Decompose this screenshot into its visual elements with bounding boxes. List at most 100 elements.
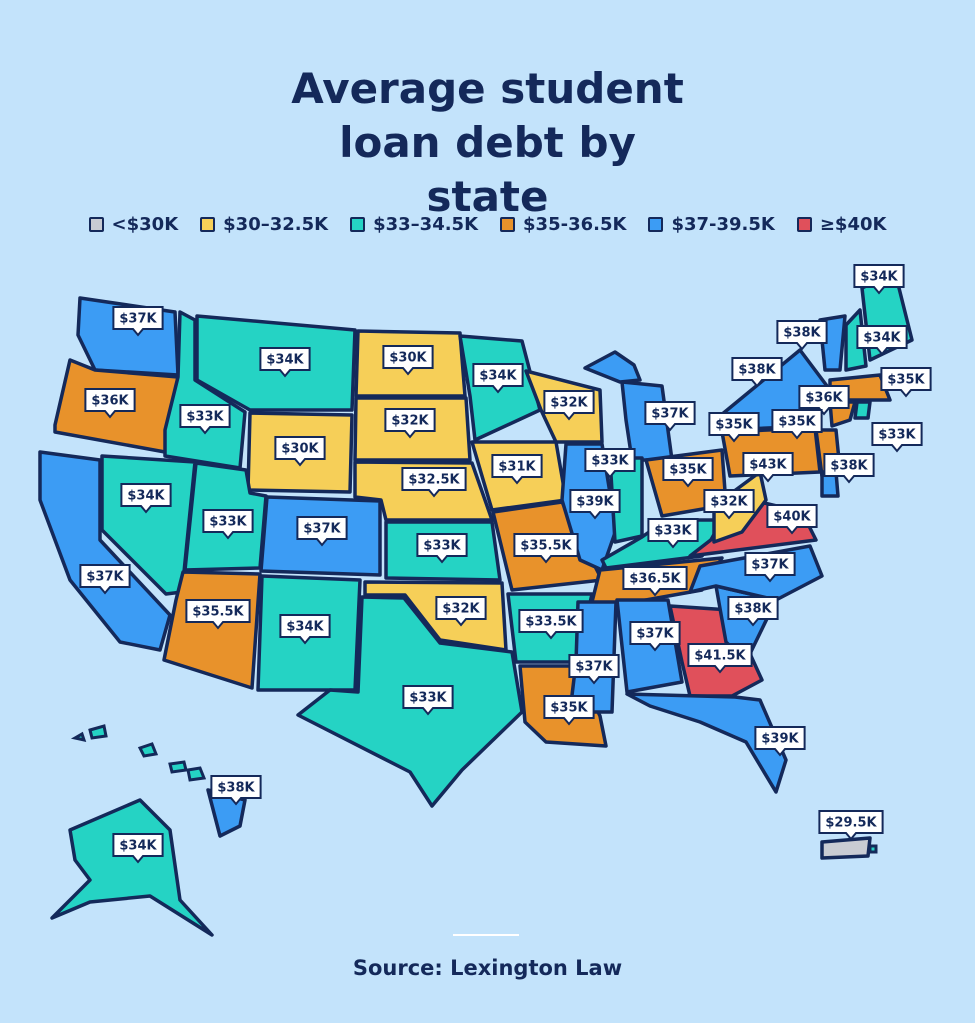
- value-label: $32K: [442, 602, 480, 617]
- legend-swatch: [648, 217, 664, 232]
- value-label: $35.5K: [520, 539, 572, 554]
- value-label: $34K: [266, 353, 304, 368]
- value-label: $33.5K: [525, 615, 577, 630]
- value-label: $43K: [749, 458, 787, 473]
- value-label: $35.5K: [192, 605, 244, 620]
- value-label: $38K: [738, 363, 776, 378]
- value-label: $32K: [550, 396, 588, 411]
- value-label: $38K: [734, 602, 772, 617]
- island: [88, 724, 108, 740]
- label-box: [569, 489, 621, 520]
- value-label: $38K: [830, 459, 868, 474]
- value-label: $32.5K: [408, 473, 460, 488]
- value-label: $34K: [119, 839, 157, 854]
- label-box: [644, 401, 696, 432]
- legend-item: $30–32.5K: [200, 214, 328, 235]
- label-box: [384, 408, 436, 439]
- label-box: [259, 347, 311, 378]
- legend-swatch: [350, 217, 366, 232]
- value-label: $30K: [389, 351, 427, 366]
- label-box: [185, 599, 251, 630]
- region: [625, 692, 788, 794]
- value-label: $36K: [805, 391, 843, 406]
- value-label: $37K: [751, 558, 789, 573]
- value-label: $35K: [715, 418, 753, 433]
- label-box: [84, 388, 136, 419]
- label-box: [742, 452, 794, 483]
- legend-label: $37-39.5K: [671, 214, 775, 235]
- value-label: $33K: [186, 410, 224, 425]
- value-label: $37K: [636, 627, 674, 642]
- value-label: $33K: [591, 454, 629, 469]
- label-box: [727, 596, 779, 627]
- label-box: [112, 833, 164, 864]
- legend-item: $33–34.5K: [350, 214, 478, 235]
- legend-item: $37-39.5K: [648, 214, 775, 235]
- label-box: [120, 483, 172, 514]
- label-box: [776, 320, 828, 351]
- value-label: $34K: [286, 620, 324, 635]
- value-label: $37K: [651, 407, 689, 422]
- value-label: $34K: [860, 270, 898, 285]
- value-label: $40K: [773, 510, 811, 525]
- legend: <$30K $30–32.5K $33–34.5K $35-36.5K $37-39.5…: [0, 214, 975, 235]
- label-box: [543, 695, 595, 726]
- value-label: $37K: [119, 312, 157, 327]
- region: [820, 836, 872, 860]
- label-box: [871, 422, 923, 453]
- label-box: [744, 552, 796, 583]
- label-box: [818, 810, 884, 841]
- label-box: [662, 457, 714, 488]
- value-label: $34K: [127, 489, 165, 504]
- label-box: [518, 609, 584, 640]
- title: Average student loan debt by state: [0, 62, 975, 224]
- legend-item: ≥$40K: [796, 214, 886, 235]
- legend-swatch: [796, 217, 812, 232]
- value-label: $35K: [887, 373, 925, 388]
- label-box: [647, 518, 699, 549]
- value-label: $33K: [423, 539, 461, 554]
- legend-swatch: [200, 217, 216, 232]
- label-box: [382, 345, 434, 376]
- label-box: [274, 436, 326, 467]
- value-label: $33K: [654, 524, 692, 539]
- label-box: [79, 564, 131, 595]
- value-label: $33K: [878, 428, 916, 443]
- legend-label: $33–34.5K: [373, 214, 479, 235]
- island: [137, 742, 159, 758]
- label-box: [880, 367, 932, 398]
- value-label: $35K: [778, 415, 816, 430]
- label-box: [543, 390, 595, 421]
- value-label: $32K: [391, 414, 429, 429]
- value-label: $38K: [783, 326, 821, 341]
- label-box: [416, 533, 468, 564]
- value-label: $37K: [575, 660, 613, 675]
- value-label: $31K: [498, 460, 536, 475]
- value-label: $36K: [91, 394, 129, 409]
- labels: $37K $36K $37K $34K $33K $34K $30K $33K $35.5K $3…: [79, 264, 932, 864]
- label-box: [210, 775, 262, 806]
- island: [186, 766, 207, 782]
- divider: [453, 934, 519, 936]
- value-label: $38K: [217, 781, 255, 796]
- source: Source: Lexington Law: [352, 956, 623, 980]
- value-label: $29.5K: [825, 816, 877, 831]
- label-box: [472, 363, 524, 394]
- label-box: [731, 357, 783, 388]
- value-label: $37K: [303, 522, 341, 537]
- island: [70, 731, 87, 743]
- value-label: $30K: [281, 442, 319, 457]
- label-box: [513, 533, 579, 564]
- label-box: [754, 726, 806, 757]
- label-box: [771, 409, 823, 440]
- value-label: $33K: [409, 691, 447, 706]
- value-label: $39K: [576, 495, 614, 510]
- legend-item: $35-36.5K: [500, 214, 626, 235]
- value-label: $35K: [550, 701, 588, 716]
- label-box: [766, 504, 818, 535]
- region: [50, 798, 214, 937]
- label-box: [568, 654, 620, 685]
- value-label: $34K: [479, 369, 517, 384]
- value-label: $32K: [710, 495, 748, 510]
- value-label: $39K: [761, 732, 799, 747]
